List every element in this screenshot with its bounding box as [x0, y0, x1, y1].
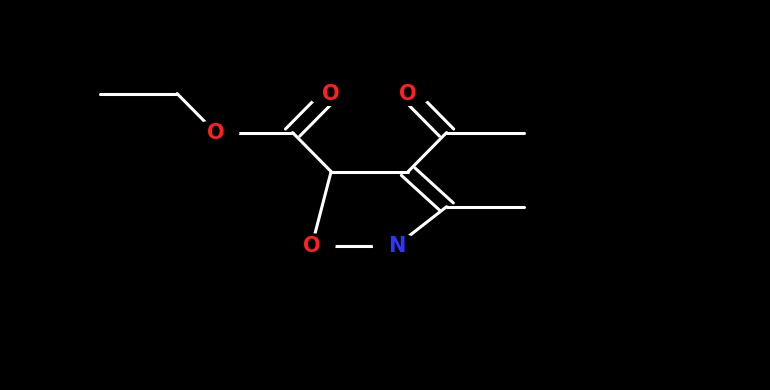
Circle shape — [373, 234, 420, 257]
Circle shape — [308, 82, 354, 105]
Text: O: O — [400, 83, 417, 104]
Text: O: O — [303, 236, 320, 256]
Circle shape — [385, 82, 431, 105]
Text: O: O — [323, 83, 340, 104]
Text: O: O — [207, 122, 224, 143]
Circle shape — [289, 234, 335, 257]
Text: N: N — [388, 236, 405, 256]
Circle shape — [192, 121, 239, 144]
